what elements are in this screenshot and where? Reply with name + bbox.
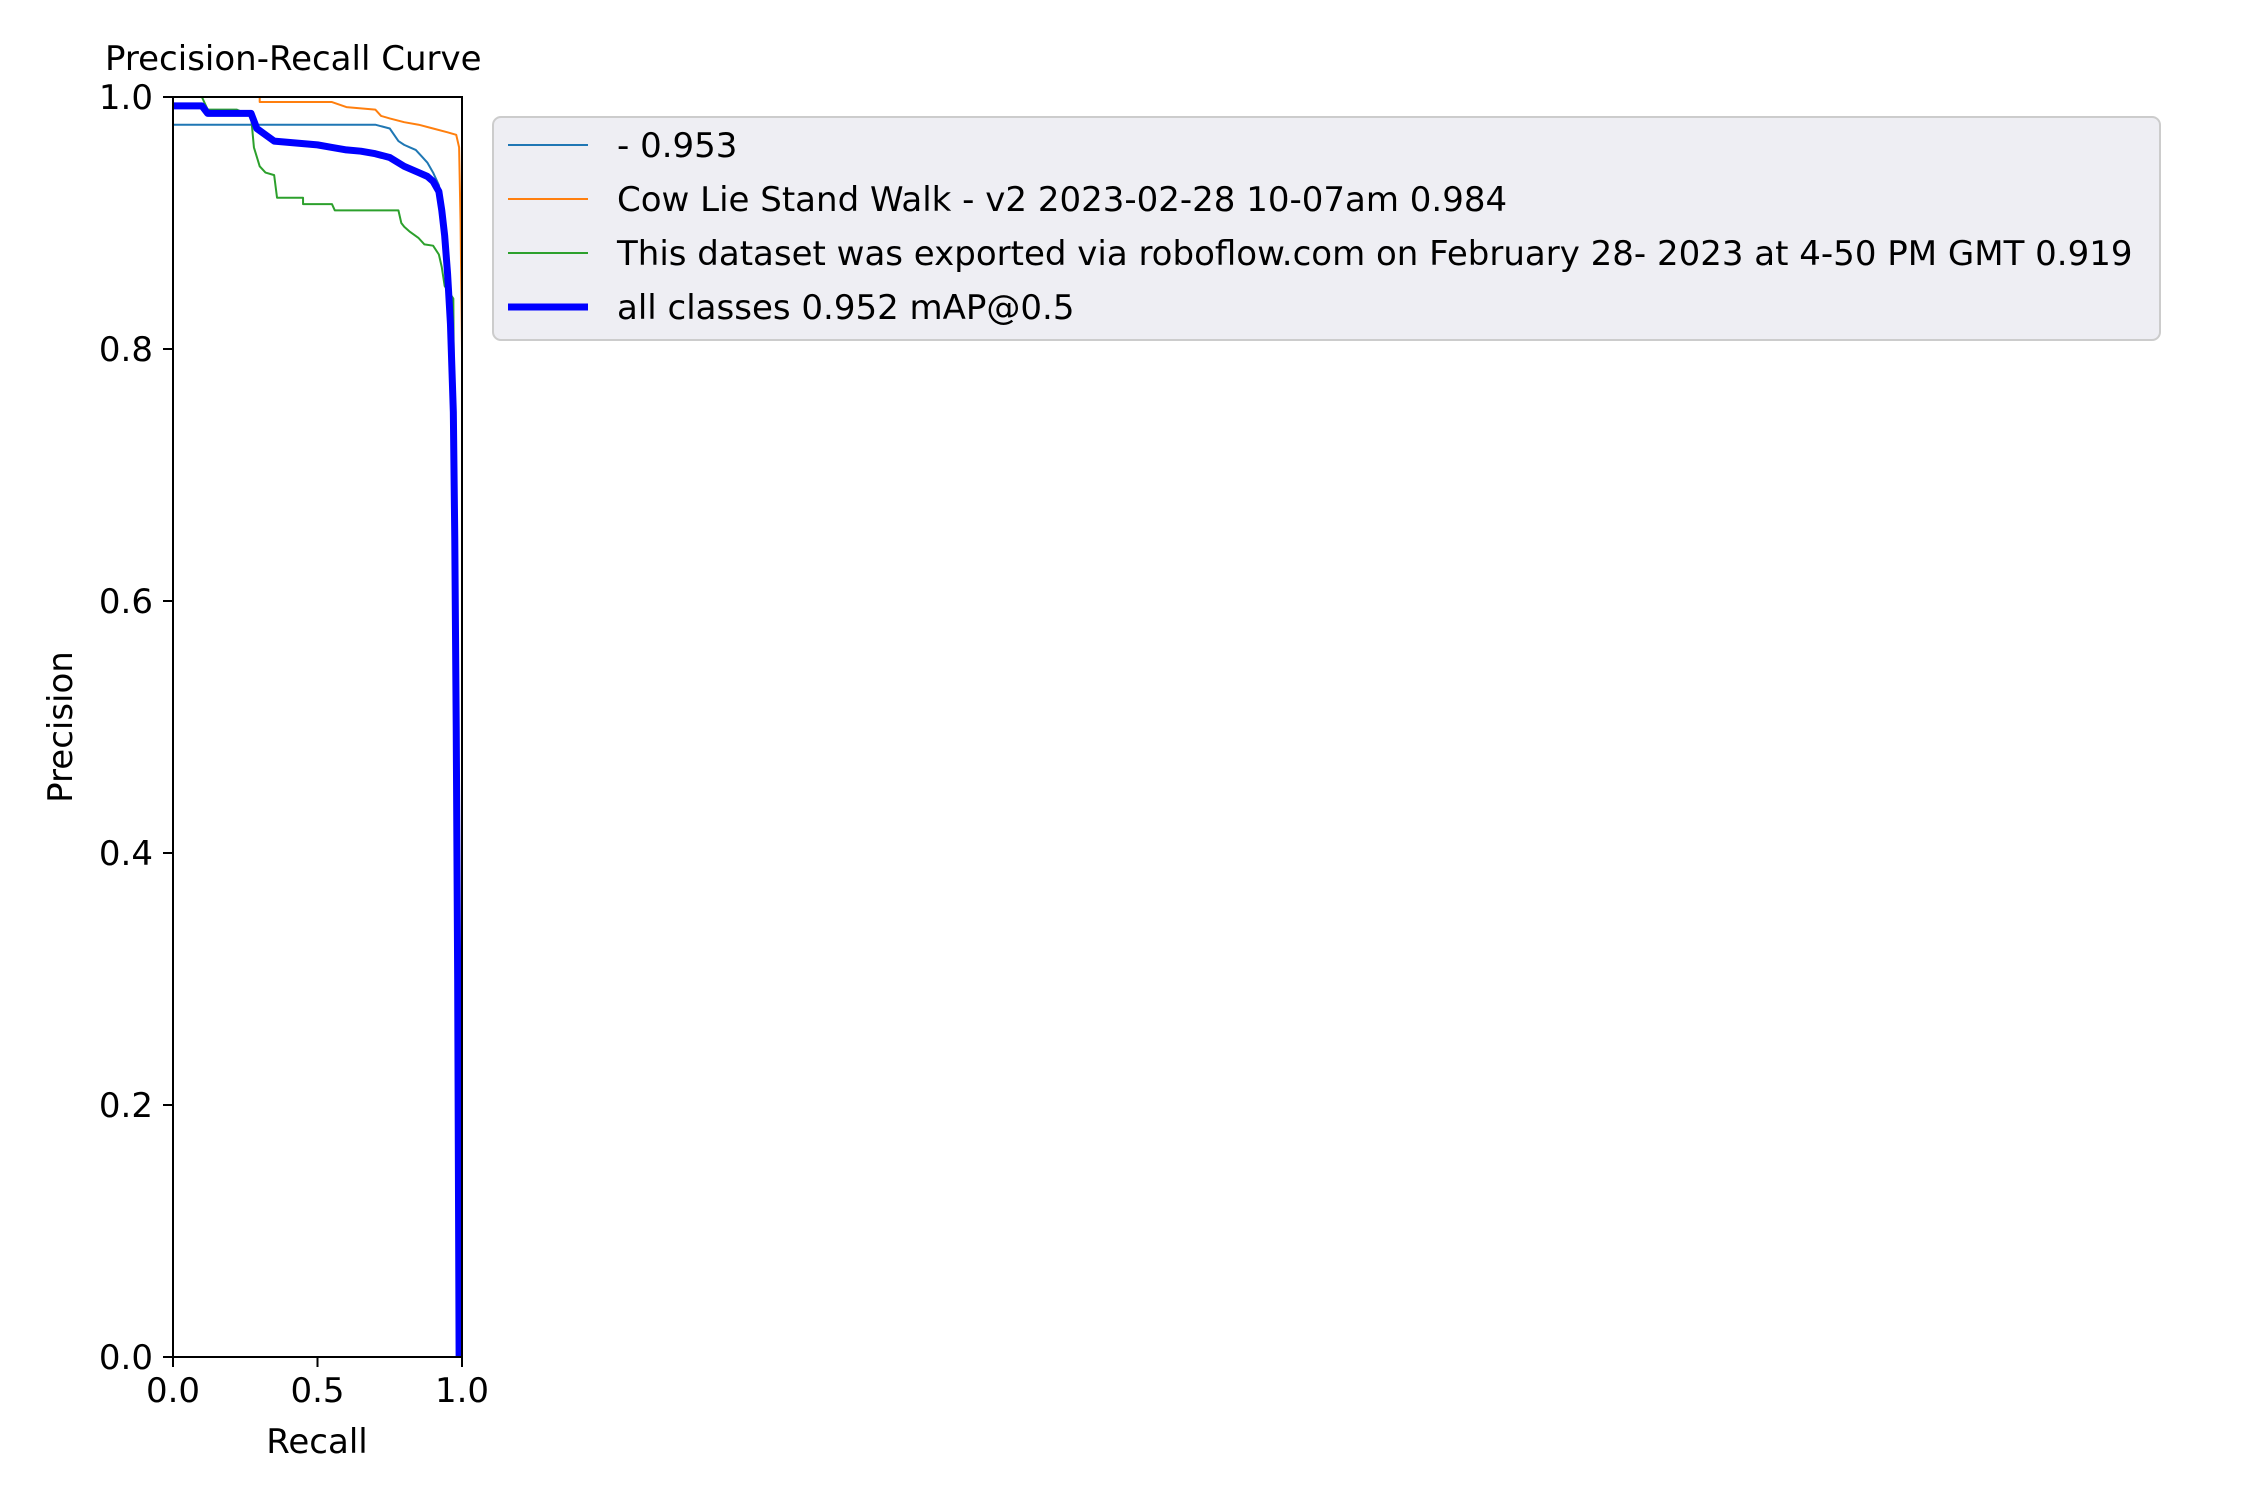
- legend-label-1: Cow Lie Stand Walk - v2 2023-02-28 10-07…: [617, 180, 1507, 220]
- legend-label-3: all classes 0.952 mAP@0.5: [617, 288, 1074, 328]
- x-tick-label: 1.0: [435, 1371, 489, 1411]
- y-tick-label: 0.0: [99, 1338, 153, 1378]
- y-tick-label: 0.8: [99, 330, 153, 370]
- series-line-1: [173, 96, 463, 1357]
- legend-items: - 0.953 Cow Lie Stand Walk - v2 2023-02-2…: [508, 126, 2133, 328]
- y-tick-label: 0.2: [99, 1086, 153, 1126]
- legend-label-2: This dataset was exported via roboflow.c…: [616, 234, 2133, 274]
- y-tick-label: 1.0: [99, 78, 153, 118]
- y-axis: 0.0 0.2 0.4 0.6 0.8 1.0: [99, 78, 173, 1378]
- x-axis-label: Recall: [266, 1422, 367, 1462]
- y-tick-label: 0.4: [99, 834, 153, 874]
- series-layer: [172, 96, 463, 1358]
- chart-title: Precision-Recall Curve: [105, 39, 482, 79]
- x-tick-label: 0.0: [146, 1371, 200, 1411]
- y-tick-label: 0.6: [99, 582, 153, 622]
- plot-area: [172, 96, 463, 1358]
- x-tick-label: 0.5: [290, 1371, 344, 1411]
- legend-box: [492, 116, 2161, 341]
- y-axis-label: Precision: [41, 651, 81, 803]
- series-line-2: [173, 96, 459, 1358]
- legend: - 0.953 Cow Lie Stand Walk - v2 2023-02-2…: [492, 116, 2161, 341]
- series-line-3: [173, 102, 463, 1358]
- x-axis: 0.0 0.5 1.0: [146, 1357, 489, 1411]
- legend-label-0: - 0.953: [617, 126, 737, 166]
